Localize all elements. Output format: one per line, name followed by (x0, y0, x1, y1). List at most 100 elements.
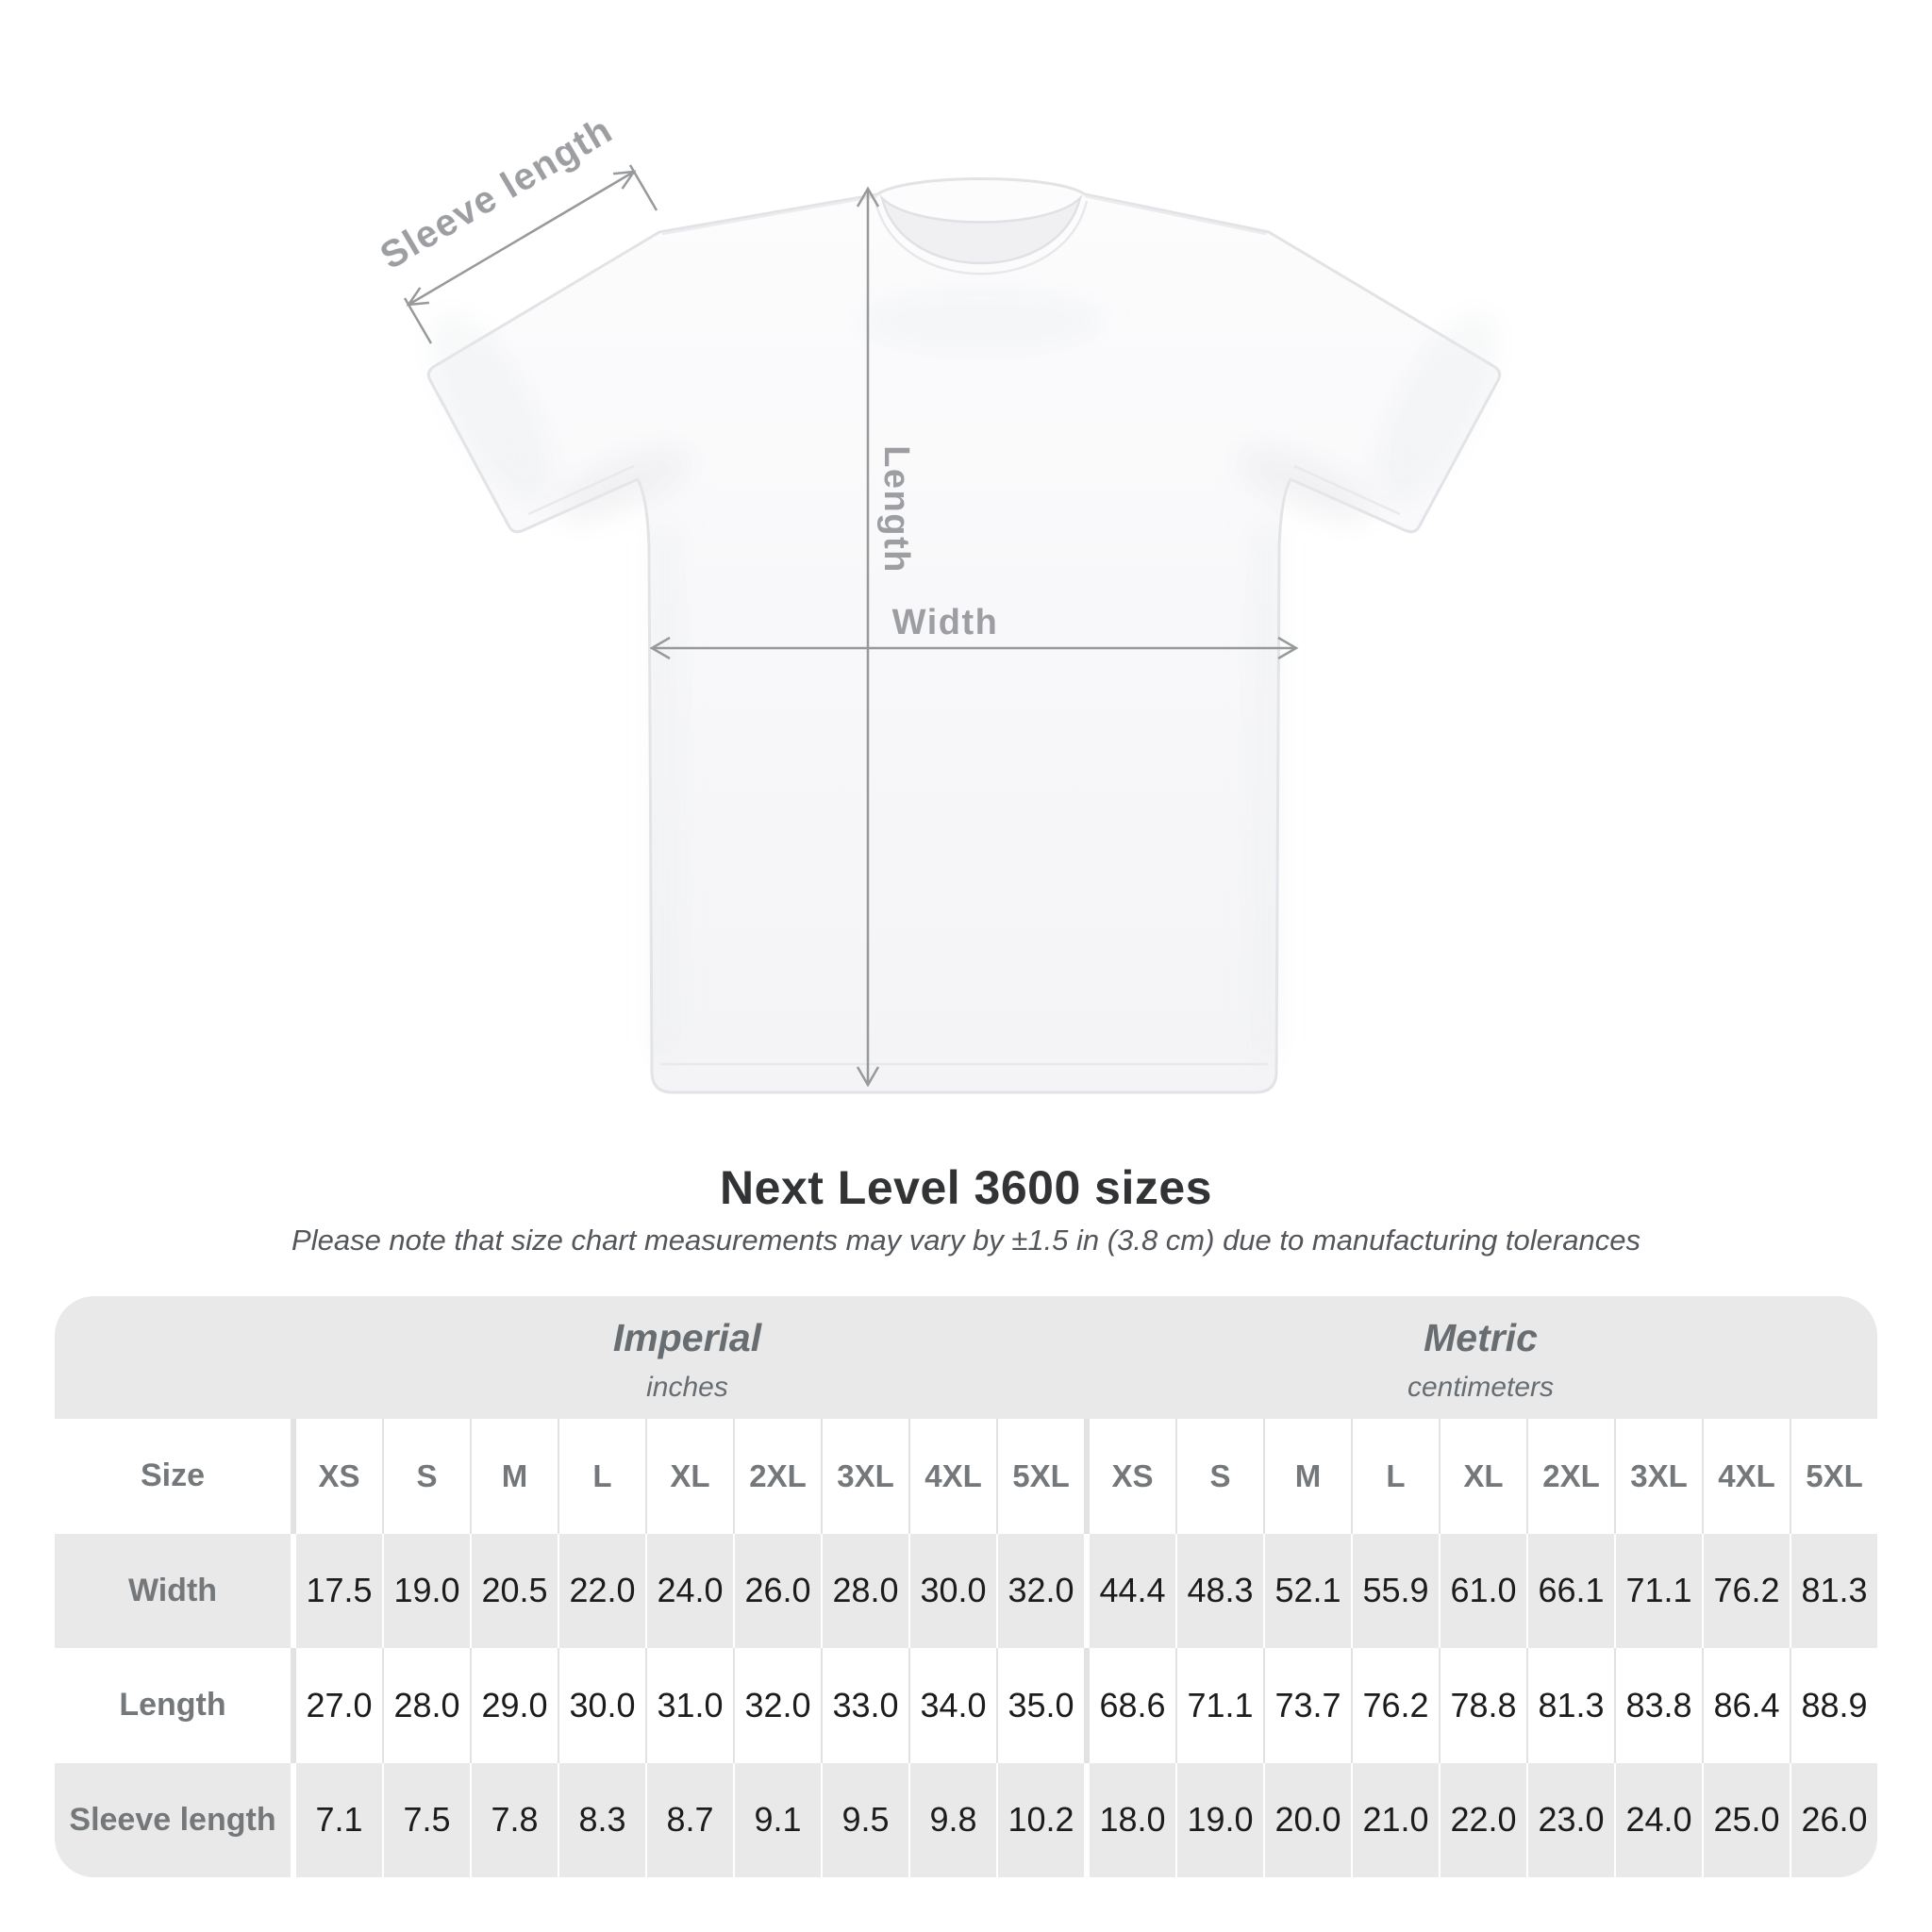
value-cell: 29.0 (470, 1648, 558, 1763)
value-cell: 22.0 (1439, 1762, 1526, 1877)
metric-title: Metric (1424, 1315, 1538, 1359)
value-cell: 35.0 (996, 1648, 1084, 1763)
size-header-cell: 5XL (996, 1419, 1084, 1534)
length-label: Length (876, 445, 916, 574)
value-cell: 17.5 (291, 1533, 382, 1648)
value-cell: 26.0 (1790, 1762, 1877, 1877)
size-header-cell: 4XL (908, 1419, 996, 1534)
value-cell: 48.3 (1175, 1533, 1263, 1648)
value-cell: 18.0 (1084, 1762, 1175, 1877)
width-label: Width (892, 603, 999, 642)
collar-opening (879, 194, 1083, 265)
size-header-cell: XL (645, 1419, 733, 1534)
value-cell: 26.0 (733, 1533, 821, 1648)
value-cell: 7.8 (470, 1762, 558, 1877)
tshirt-diagram: Sleeve length Length Width (374, 108, 1502, 1094)
size-header-cell: 3XL (821, 1419, 908, 1534)
group-header-spacer (55, 1296, 291, 1419)
fabric-shading (431, 291, 1497, 1057)
size-header-cell: S (382, 1419, 470, 1534)
width-row: Width 17.5 19.0 20.5 22.0 24.0 26.0 28.0 30.0 32… (55, 1533, 1877, 1648)
size-header-cell: XL (1439, 1419, 1526, 1534)
shoulder-seam-left (661, 194, 878, 236)
value-cell: 24.0 (645, 1533, 733, 1648)
length-row: Length 27.0 28.0 29.0 30.0 31.0 32.0 33.0 34.0 3… (55, 1648, 1877, 1763)
size-header-cell: 2XL (733, 1419, 821, 1534)
value-cell: 61.0 (1439, 1533, 1526, 1648)
value-cell: 7.1 (291, 1762, 382, 1877)
value-cell: 22.0 (558, 1533, 645, 1648)
value-cell: 10.2 (996, 1762, 1084, 1877)
size-header-cell: XS (291, 1419, 382, 1534)
value-cell: 34.0 (908, 1648, 996, 1763)
shoulder-seam-right (1084, 194, 1267, 236)
size-header-cell: L (558, 1419, 645, 1534)
size-header-cell: 5XL (1790, 1419, 1877, 1534)
size-header-cell: S (1175, 1419, 1263, 1534)
value-cell: 71.1 (1614, 1533, 1702, 1648)
value-cell: 27.0 (291, 1648, 382, 1763)
metric-group-header: Metric centimeters (1084, 1296, 1877, 1419)
page-subtitle: Please note that size chart measurements… (291, 1224, 1641, 1257)
value-cell: 55.9 (1351, 1533, 1439, 1648)
value-cell: 86.4 (1702, 1648, 1790, 1763)
size-header-cell: 2XL (1526, 1419, 1614, 1534)
value-cell: 7.5 (382, 1762, 470, 1877)
value-cell: 88.9 (1790, 1648, 1877, 1763)
size-header-cell: L (1351, 1419, 1439, 1534)
size-table: Imperial inches Metric centimeters Size … (55, 1296, 1877, 1877)
imperial-title: Imperial (612, 1315, 762, 1359)
value-cell: 66.1 (1526, 1533, 1614, 1648)
size-column-label: Size (140, 1457, 206, 1494)
value-cell: 20.5 (470, 1533, 558, 1648)
value-cell: 44.4 (1084, 1533, 1175, 1648)
value-cell: 8.3 (558, 1762, 645, 1877)
value-cell: 31.0 (645, 1648, 733, 1763)
tshirt-body (426, 177, 1502, 1094)
value-cell: 68.6 (1084, 1648, 1175, 1763)
value-cell: 24.0 (1614, 1762, 1702, 1877)
collar-seam (874, 200, 1089, 275)
row-label-width: Width (127, 1572, 218, 1608)
value-cell: 71.1 (1175, 1648, 1263, 1763)
value-cell: 30.0 (908, 1533, 996, 1648)
value-cell: 76.2 (1702, 1533, 1790, 1648)
value-cell: 32.0 (996, 1533, 1084, 1648)
value-cell: 21.0 (1351, 1762, 1439, 1877)
imperial-unit: inches (646, 1371, 728, 1403)
value-cell: 25.0 (1702, 1762, 1790, 1877)
value-cell: 28.0 (821, 1533, 908, 1648)
sleeve-hem-right (1293, 464, 1401, 516)
value-cell: 19.0 (1175, 1762, 1263, 1877)
value-cell: 9.5 (821, 1762, 908, 1877)
size-header-cell: M (470, 1419, 558, 1534)
row-label-length: Length (119, 1687, 226, 1724)
value-cell: 73.7 (1263, 1648, 1351, 1763)
page-title: Next Level 3600 sizes (720, 1161, 1212, 1214)
value-cell: 81.3 (1790, 1533, 1877, 1648)
value-cell: 23.0 (1526, 1762, 1614, 1877)
size-header-row: Size XS S M L XL 2XL 3XL 4XL 5XL XS S M L XL 2XL 3XL 4XL… (55, 1419, 1877, 1534)
size-header-cell: XS (1084, 1419, 1175, 1534)
value-cell: 52.1 (1263, 1533, 1351, 1648)
value-cell: 9.1 (733, 1762, 821, 1877)
value-cell: 20.0 (1263, 1762, 1351, 1877)
value-cell: 8.7 (645, 1762, 733, 1877)
metric-unit: centimeters (1407, 1371, 1555, 1403)
tshirt-graphic (426, 177, 1502, 1094)
value-cell: 78.8 (1439, 1648, 1526, 1763)
size-header-cell: 4XL (1702, 1419, 1790, 1534)
size-header-cell: 3XL (1614, 1419, 1702, 1534)
value-cell: 9.8 (908, 1762, 996, 1877)
sleeve-hem-left (527, 464, 635, 516)
sleeve-length-arrow (403, 164, 658, 344)
row-label-sleeve-length: Sleeve length (69, 1801, 276, 1838)
value-cell: 30.0 (558, 1648, 645, 1763)
length-arrow (856, 186, 880, 1088)
value-cell: 33.0 (821, 1648, 908, 1763)
imperial-group-header: Imperial inches (291, 1296, 1084, 1419)
value-cell: 28.0 (382, 1648, 470, 1763)
size-header-cell: M (1263, 1419, 1351, 1534)
unit-group-header: Imperial inches Metric centimeters (55, 1296, 1877, 1419)
